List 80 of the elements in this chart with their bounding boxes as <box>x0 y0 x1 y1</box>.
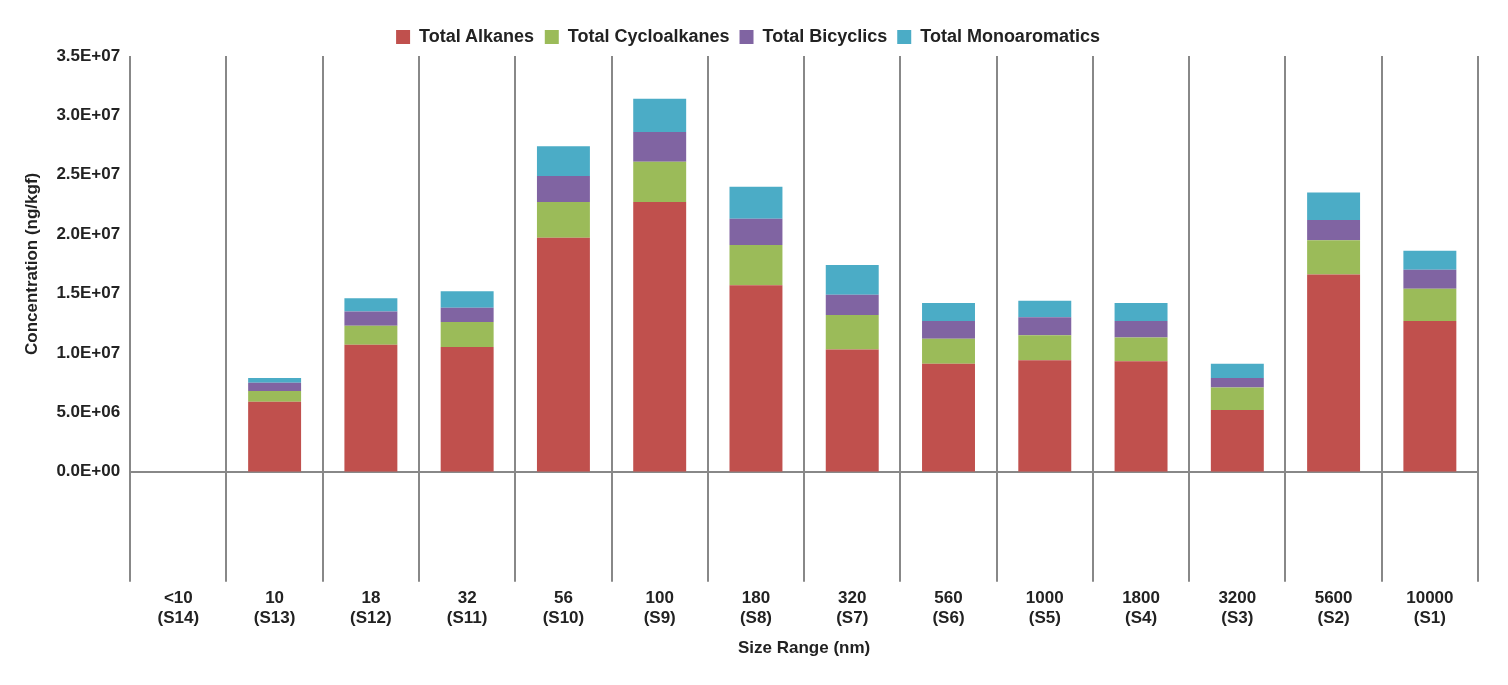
bar <box>825 265 879 295</box>
bar <box>1018 317 1072 336</box>
bar <box>825 349 879 472</box>
x-tick-label: 5600 (S2) <box>1314 587 1353 628</box>
x-tick-label: 1800 (S4) <box>1122 587 1160 628</box>
bar <box>633 132 687 162</box>
y-tick-label: 3.5E+07 <box>56 45 121 65</box>
bar <box>1018 360 1072 472</box>
x-tick-label: 560 (S6) <box>932 587 965 628</box>
x-tick-label: 100 (S9) <box>643 587 676 628</box>
x-tick-label: 3200 (S3) <box>1218 587 1257 628</box>
bar <box>440 307 494 323</box>
bar <box>440 322 494 348</box>
bar <box>344 344 398 472</box>
legend-label: Total Alkanes <box>419 25 535 46</box>
bar <box>440 291 494 308</box>
bar <box>1210 363 1264 378</box>
x-tick-label: 320 (S7) <box>836 587 869 628</box>
bar <box>536 237 590 472</box>
bar <box>729 285 783 472</box>
bar <box>633 98 687 133</box>
y-tick-label: 2.5E+07 <box>56 164 121 184</box>
bar <box>1114 361 1168 472</box>
bar <box>344 325 398 345</box>
x-tick-label: 10 (S13) <box>253 587 296 628</box>
bar <box>1210 377 1264 388</box>
y-tick-label: 2.0E+07 <box>56 223 121 243</box>
bar <box>248 391 302 402</box>
y-tick-label: 0.0E+00 <box>56 461 121 481</box>
bar <box>536 146 590 176</box>
x-tick-label: 1000 (S5) <box>1025 587 1064 628</box>
bar <box>633 161 687 203</box>
bar <box>825 294 879 315</box>
bar <box>729 218 783 245</box>
bar <box>248 377 302 383</box>
x-axis-title: Size Range (nm) <box>737 638 871 658</box>
bar <box>922 363 975 472</box>
bar <box>922 338 975 364</box>
y-tick-label: 5.0E+06 <box>56 402 121 422</box>
y-tick-label: 1.0E+07 <box>56 342 121 362</box>
bar <box>1018 335 1072 361</box>
x-tick-label: 18 (S12) <box>350 587 392 628</box>
legend-label: Total Cycloalkanes <box>567 25 730 46</box>
legend-label: Total Monoaromatics <box>920 25 1100 46</box>
bar <box>1210 410 1264 472</box>
x-tick-label: 10000 (S1) <box>1406 587 1454 628</box>
bar <box>825 314 879 350</box>
bar <box>248 382 302 392</box>
bar <box>1210 387 1264 411</box>
bar <box>344 298 398 312</box>
bar <box>1114 320 1168 338</box>
bar <box>344 311 398 326</box>
y-axis-title: Concentration (ng/kgf) <box>21 172 41 356</box>
bar <box>729 244 783 286</box>
y-tick-label: 3.0E+07 <box>56 105 121 125</box>
bar <box>922 303 975 321</box>
bar <box>1307 219 1361 241</box>
bar <box>633 202 687 472</box>
x-tick-label: 32 (S11) <box>446 587 488 628</box>
x-tick-label: 180 (S8) <box>739 587 773 628</box>
bar <box>1403 320 1457 472</box>
bar <box>248 401 302 472</box>
bar <box>1307 274 1361 472</box>
y-tick-label: 1.5E+07 <box>56 283 121 303</box>
bar <box>1403 269 1457 289</box>
bar <box>1403 250 1457 270</box>
bar <box>1114 337 1168 362</box>
bar <box>536 175 590 203</box>
legend-label: Total Bicyclics <box>762 25 888 46</box>
bar <box>1403 288 1457 321</box>
bar <box>1307 192 1361 220</box>
bar <box>440 347 494 472</box>
bar <box>729 186 783 219</box>
x-tick-label: <10 (S14) <box>157 587 200 628</box>
bar <box>922 320 975 339</box>
bar <box>1018 300 1072 318</box>
x-tick-label: 56 (S10) <box>542 587 585 628</box>
bar <box>1114 303 1168 321</box>
bar <box>1307 240 1361 275</box>
bar <box>536 202 590 238</box>
